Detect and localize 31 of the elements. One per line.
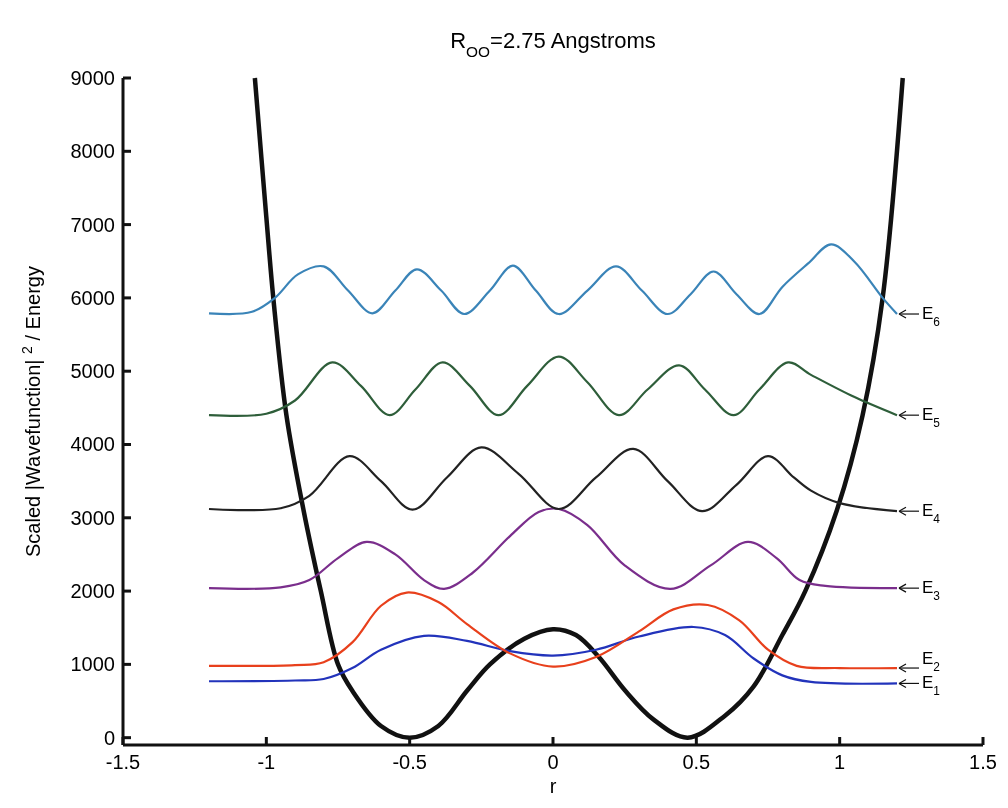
line-series (207, 625, 899, 685)
y-tick-label: 3000 (70, 506, 115, 529)
y-tick-label: 7000 (70, 213, 115, 236)
series-label: E$_{4}$ (922, 501, 941, 527)
series-label: E$_{1}$ (922, 673, 941, 699)
series-label: E$_{3}$ (922, 578, 941, 604)
y-tick-label: 8000 (70, 140, 115, 163)
line-series (207, 591, 899, 670)
x-tick-label: 1 (834, 751, 846, 773)
line-series (207, 355, 899, 417)
y-tick-label: 9000 (70, 67, 115, 89)
x-axis-title: r (549, 775, 557, 797)
line-series (207, 446, 899, 513)
y-tick-label: 4000 (70, 433, 115, 456)
series-label: E$_{6}$ (922, 304, 941, 330)
x-tick-label: 0.5 (682, 751, 711, 773)
y-tick-label: 1000 (70, 653, 115, 676)
series-label: E$_{2}$ (922, 649, 941, 675)
y-tick-label: 2000 (70, 580, 115, 603)
y-tick-label: 5000 (70, 360, 115, 383)
y-tick-label: 6000 (70, 286, 115, 309)
line-series (207, 507, 899, 590)
chart-title: R$_{OO}$=2.75 Angstroms (450, 28, 656, 60)
y-tick-label: 0 (103, 726, 115, 749)
line-series (207, 243, 899, 316)
x-tick-label: -1 (257, 751, 276, 773)
x-tick-label: 0 (547, 751, 559, 773)
x-tick-label: 1.5 (969, 751, 997, 773)
series-label: E$_{5}$ (922, 405, 941, 431)
x-tick-label: -1.5 (105, 751, 141, 773)
x-tick-label: -0.5 (392, 751, 427, 773)
